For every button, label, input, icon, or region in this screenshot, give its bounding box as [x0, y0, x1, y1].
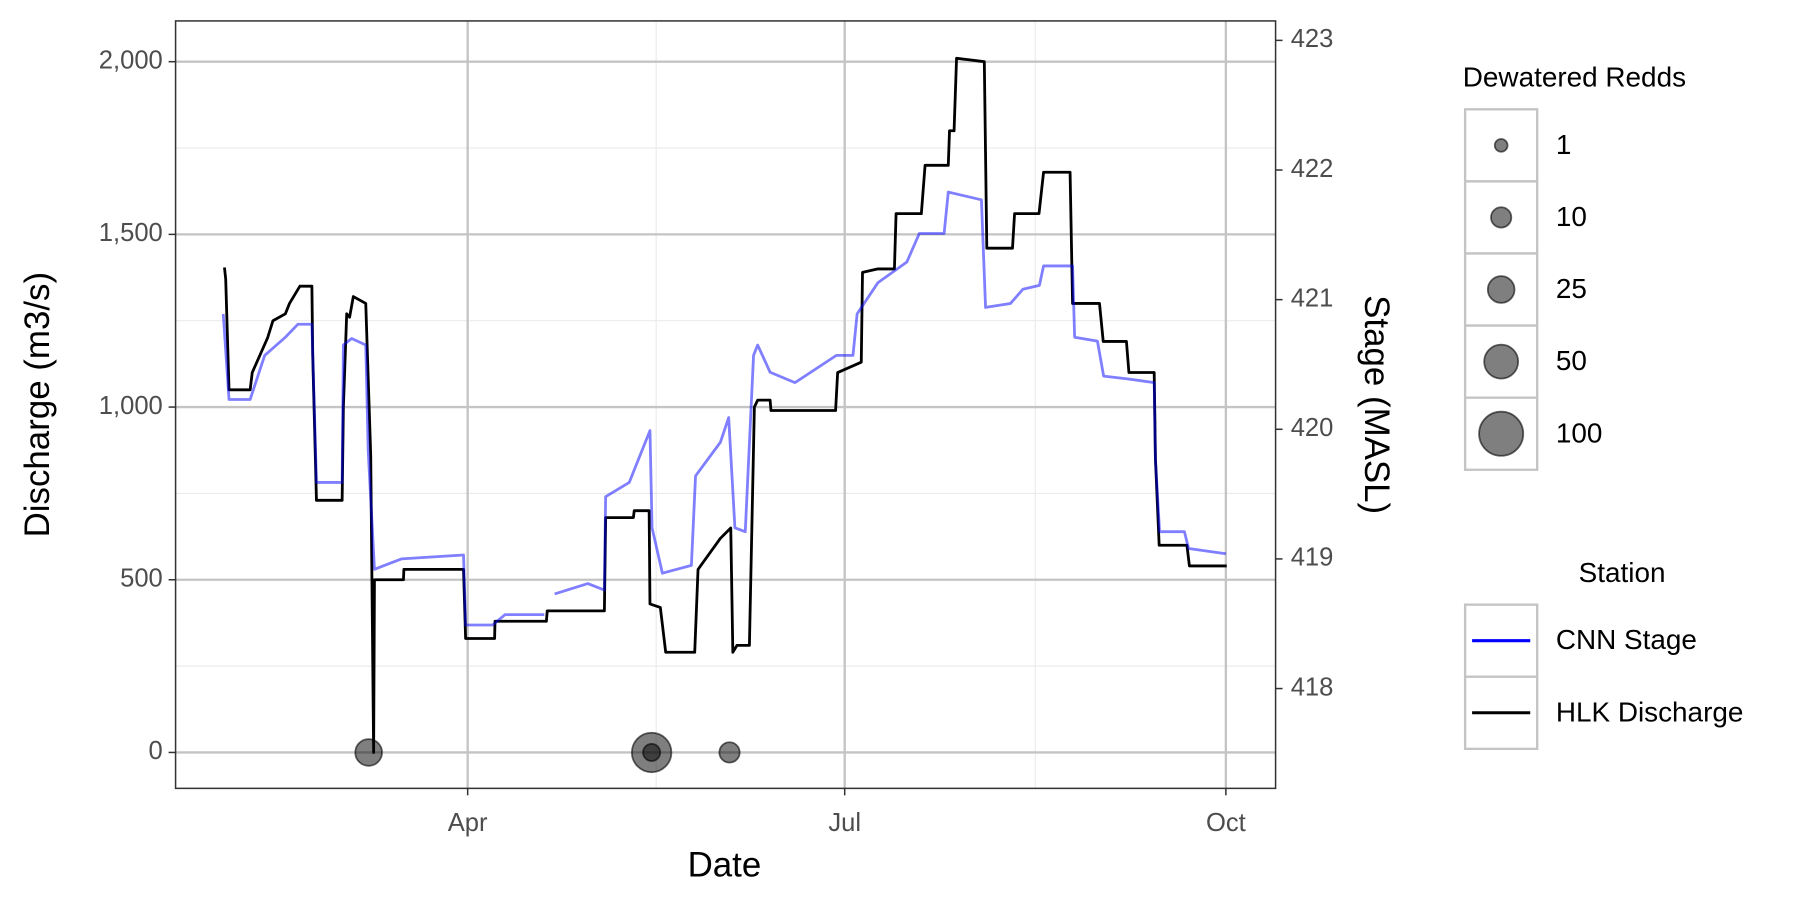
y-tick-label: 1,500	[99, 219, 163, 247]
y2-axis-title: Stage (MASL)	[1357, 295, 1396, 514]
legend-label: 100	[1556, 417, 1603, 448]
y2-tick-label: 422	[1291, 155, 1334, 183]
x-tick-label: Jul	[828, 809, 861, 837]
size-legend-title: Dewatered Redds	[1463, 61, 1686, 92]
legend-label: 10	[1556, 201, 1587, 232]
bubble	[718, 741, 741, 764]
grid	[175, 20, 1276, 789]
legend-key	[1463, 108, 1539, 183]
legend-label: 1	[1556, 129, 1572, 160]
legend-label: 50	[1556, 345, 1587, 376]
y-tick-label: 2,000	[99, 46, 163, 74]
legend-label: CNN Stage	[1556, 624, 1697, 655]
legend-bubble	[1490, 206, 1513, 229]
color-legend-title: Station	[1579, 557, 1666, 588]
legend-bubble	[1493, 138, 1509, 153]
y-tick-label: 0	[149, 737, 163, 765]
marks	[221, 56, 1227, 774]
legend-bubble	[1486, 275, 1516, 304]
legend-bubble	[1483, 343, 1520, 380]
y-tick-label: 500	[120, 565, 163, 593]
plot-border	[174, 20, 1277, 790]
legend-label: HLK Discharge	[1556, 696, 1744, 727]
y2-tick-label: 421	[1291, 284, 1334, 312]
legend-bubble	[1478, 410, 1525, 457]
x-tick-label: Apr	[448, 809, 488, 837]
y2-tick-label: 418	[1291, 673, 1334, 701]
series-line	[221, 190, 1227, 627]
bubble	[354, 738, 383, 767]
y2-tick-label: 423	[1291, 25, 1334, 53]
y2-tick-label: 419	[1291, 544, 1334, 572]
x-tick-label: Oct	[1206, 809, 1246, 837]
y-tick-label: 1,000	[99, 392, 163, 420]
x-axis-title: Date	[688, 846, 762, 885]
legend-label: 25	[1556, 273, 1587, 304]
y-axis-title: Discharge (m3/s)	[18, 272, 57, 538]
y2-tick-label: 420	[1291, 414, 1334, 442]
bubble	[642, 743, 662, 762]
